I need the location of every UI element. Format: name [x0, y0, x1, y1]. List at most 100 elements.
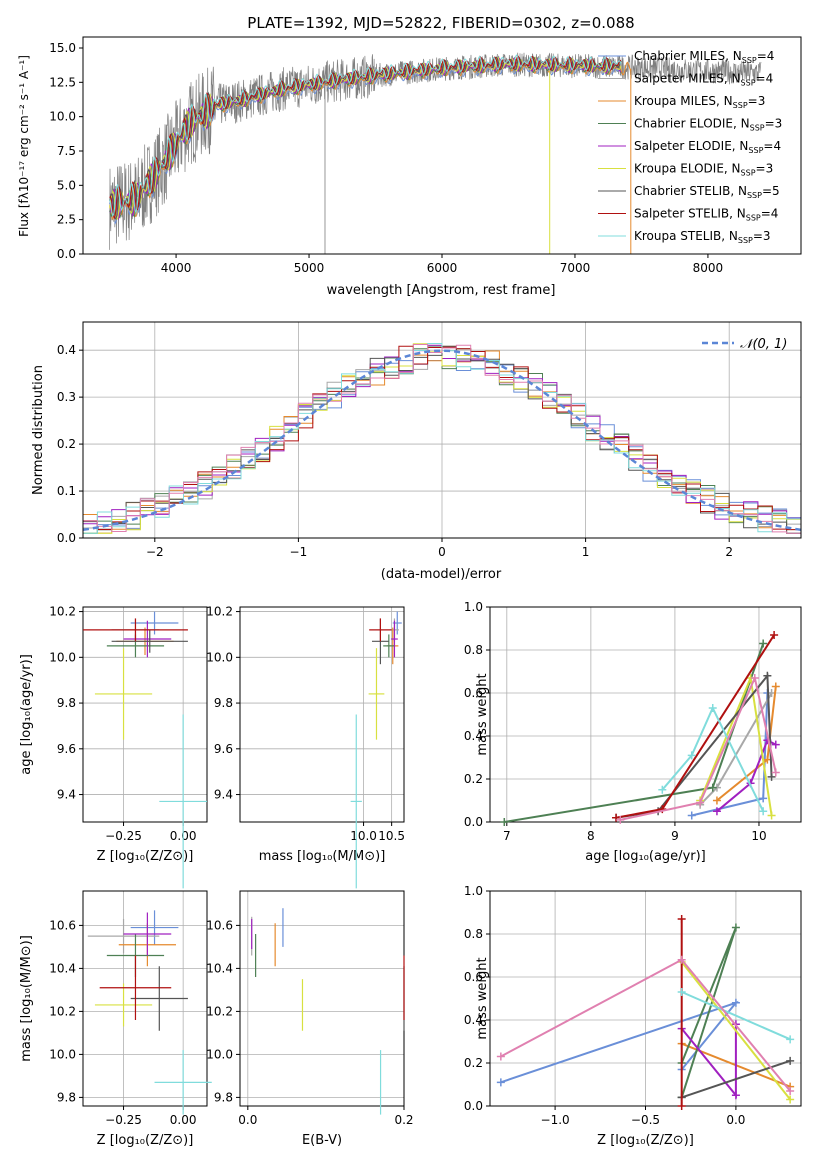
weight-age-marker: [708, 783, 717, 792]
residuals-ylabel: Normed distribution: [31, 365, 46, 495]
spectrum-legend-value: =3: [748, 94, 766, 108]
spectrum-legend-label: Chabrier MILES, NSSP=4: [634, 49, 774, 65]
age_z-frame: [82, 606, 208, 823]
weight_z-xlabel: Z [log₁₀(Z/Z⊙)]: [597, 1133, 694, 1148]
spectrum-title: PLATE=1392, MJD=52822, FIBERID=0302, z=0…: [247, 14, 634, 32]
weight-z-marker: [786, 1086, 795, 1095]
residuals-xtick-label: −1: [290, 545, 308, 559]
weight_age-ytick-label: 0.8: [464, 643, 483, 657]
weight-z-marker: [731, 1091, 740, 1100]
age_z-ytick-label: 9.4: [57, 788, 76, 802]
age_z-ylabel: age [log₁₀(age/yr)]: [19, 654, 34, 775]
weight-age-line: [620, 674, 777, 821]
weight_z-xtick-label: −0.5: [631, 1113, 660, 1127]
spectrum-legend-subscript: SSP: [741, 169, 756, 178]
age_z-ytick-label: 9.8: [57, 696, 76, 710]
small-panels: −0.25 0.00 9.4 9.6 9.8 10.0 10.2 Z [log₁₀(Z/Z⊙)…: [19, 600, 802, 1148]
weight-z-line: [681, 1059, 791, 1099]
spectrum-ytick-label: 0.0: [57, 247, 76, 261]
residuals-plot-area: −2 −1 0 1 2 0.0 0.1 0.2 0.3 0.4: [57, 322, 802, 559]
mass_z-ytick-label: 10.2: [49, 1004, 76, 1018]
spectrum-xtick-label: 6000: [427, 261, 458, 275]
weight-age-marker: [767, 772, 776, 781]
spectrum-plot-area: 4000 5000 6000 7000 8000 0.0 2.5 5.0 7.5 10.0 12.5…: [49, 41, 762, 275]
mass_ebv-xtick-label: 0.2: [394, 1113, 413, 1127]
spectrum-legend-value: =4: [757, 49, 775, 63]
mass_z-ylabel: mass [log₁₀(M/M⊙)]: [19, 935, 34, 1062]
spectrum-legend-value: =4: [763, 139, 781, 153]
residuals-xtick-label: 1: [582, 545, 590, 559]
age_mass-ytick-label: 9.8: [214, 696, 233, 710]
weight-age-marker: [500, 818, 509, 826]
weight-z-marker: [677, 955, 686, 964]
age_mass-frame: [239, 606, 405, 823]
weight_z-ytick-label: 0.4: [464, 1013, 483, 1027]
residuals-histogram: [83, 344, 801, 534]
weight-z-marker: [496, 1052, 505, 1061]
weight-z-marker: [786, 1095, 795, 1104]
weight_z-ytick-label: 0.8: [464, 927, 483, 941]
weight_age-xtick-label: 8: [587, 829, 595, 843]
age_z-xlabel: Z [log₁₀(Z/Z⊙)]: [97, 849, 194, 864]
weight-z-line: [680, 961, 791, 1101]
mass_z-ytick-label: 10.4: [49, 961, 76, 975]
residuals-ytick-label: 0.4: [57, 343, 76, 357]
spectrum-ytick-label: 7.5: [57, 144, 76, 158]
spectrum-legend-label: Kroupa ELODIE, NSSP=3: [634, 162, 773, 178]
spectrum-ytick-label: 10.0: [49, 110, 76, 124]
weight-age-marker: [763, 671, 772, 680]
age_mass-ytick-label: 10.0: [206, 650, 233, 664]
weight-age-marker: [771, 768, 780, 777]
spectrum-legend-subscript: SSP: [733, 101, 748, 110]
spectrum-xtick-label: 5000: [294, 261, 325, 275]
spectrum-legend-subscript: SSP: [741, 79, 756, 88]
mass_z-ytick-label: 10.6: [49, 918, 76, 932]
spectrum-frame: [82, 36, 802, 255]
weight-age-marker: [658, 785, 667, 794]
spectrum-legend-value: =3: [765, 117, 783, 131]
weight-age-marker: [687, 751, 696, 760]
spectrum-panel: PLATE=1392, MJD=52822, FIBERID=0302, z=0…: [17, 14, 802, 298]
age_mass-xtick-label: 10.0: [350, 829, 377, 843]
weight-age-marker: [616, 815, 625, 824]
residuals-ytick-label: 0.1: [57, 484, 76, 498]
weight-age-marker: [759, 807, 768, 816]
weight-age-line: [615, 673, 773, 819]
mass_ebv-frame: [239, 890, 405, 1107]
weight-age-line: [716, 738, 777, 813]
mass_z-panel: −0.25 0.00 9.8 10.0 10.2 10.4 10.6 Z [log₁₀(Z/Z…: [19, 890, 212, 1148]
weight-age-marker: [771, 682, 780, 691]
weight-z-marker: [677, 988, 686, 997]
weight-z-marker: [731, 923, 740, 932]
mass_z-ytick-label: 10.0: [49, 1047, 76, 1061]
spectrum-xtick-label: 4000: [161, 261, 192, 275]
spectrum-legend-label: Kroupa MILES, NSSP=3: [634, 94, 765, 110]
weight_age-ytick-label: 0.0: [464, 815, 483, 829]
spectrum-xlabel: wavelength [Angstrom, rest frame]: [327, 283, 556, 298]
spectrum-legend-label: Salpeter ELODIE, NSSP=4: [634, 139, 781, 155]
weight_z-ytick-label: 0.0: [464, 1099, 483, 1113]
age_mass-ytick-label: 9.6: [214, 742, 233, 756]
residuals-xtick-label: 0: [438, 545, 446, 559]
spectrum-data-line: [109, 52, 762, 250]
weight-age-marker: [771, 740, 780, 749]
weight_z-ytick-label: 0.6: [464, 970, 483, 984]
spectrum-legend-value: =3: [753, 229, 771, 243]
spectrum-xtick-label: 8000: [693, 261, 724, 275]
weight-age-marker: [759, 639, 768, 648]
age_mass-ytick-label: 9.4: [214, 788, 233, 802]
age_mass-ytick-label: 10.2: [206, 605, 233, 619]
age_z-ytick-label: 9.6: [57, 742, 76, 756]
residuals-xtick-label: 2: [725, 545, 733, 559]
weight-z-marker: [496, 1078, 505, 1087]
mass_z-xlabel: Z [log₁₀(Z/Z⊙)]: [97, 1133, 194, 1148]
spectrum-legend-subscript: SSP: [747, 191, 762, 200]
weight-age-marker: [759, 794, 768, 803]
residuals-ytick-label: 0.0: [57, 531, 76, 545]
residuals-xtick-label: −2: [146, 545, 164, 559]
residuals-ytick-label: 0.2: [57, 437, 76, 451]
spectrum-ytick-label: 15.0: [49, 41, 76, 55]
spectrum-ytick-label: 12.5: [49, 75, 76, 89]
